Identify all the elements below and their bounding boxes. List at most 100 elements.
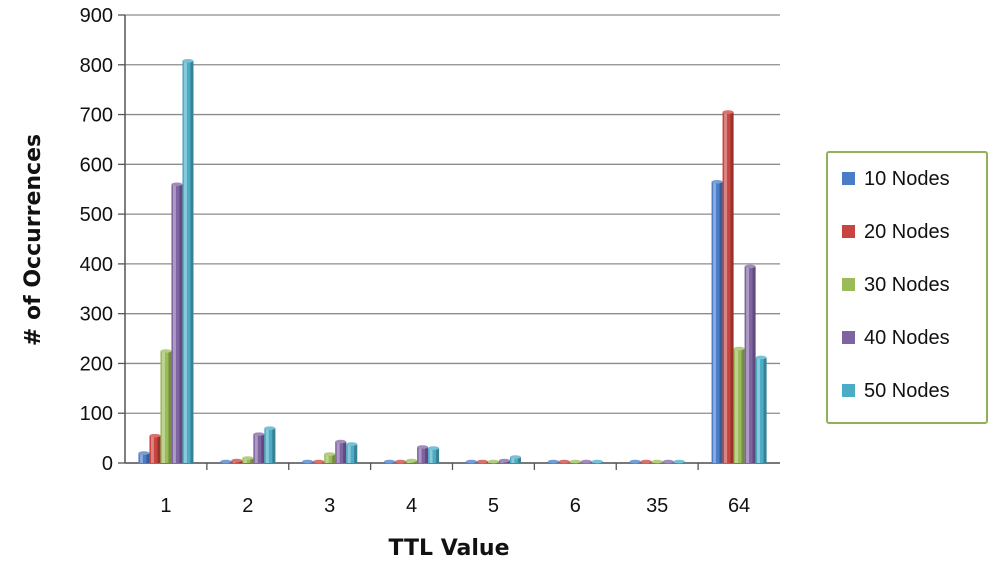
x-tick-label: 35 (646, 495, 668, 517)
axes (124, 15, 780, 470)
bar-cap (182, 58, 194, 63)
y-tick-label: 300 (80, 304, 113, 326)
y-axis-title: # of Occurrences (21, 134, 46, 346)
bar-highlight (150, 435, 154, 463)
y-tick-label: 800 (80, 55, 113, 77)
bar-highlight (347, 444, 351, 463)
bar-cap (722, 110, 734, 114)
bar-cap (558, 459, 570, 464)
bar-highlight (746, 266, 750, 463)
x-tick-label: 2 (242, 495, 253, 517)
bar-cap (640, 459, 652, 464)
legend: 10 Nodes 20 Nodes 30 Nodes 40 Nodes 50 Nodes (826, 151, 988, 424)
bar-cap (406, 458, 418, 463)
bar-cap (253, 432, 265, 436)
gridlines (118, 14, 780, 464)
bar (182, 60, 194, 463)
bar (733, 348, 745, 463)
bars (138, 58, 767, 464)
bar (722, 112, 734, 464)
bar-cap (465, 459, 477, 464)
bar (428, 448, 440, 463)
bar-shade (741, 348, 745, 463)
bar-shade (506, 460, 510, 463)
bar-cap (711, 179, 723, 184)
bar-cap (673, 459, 685, 464)
bar (346, 444, 358, 463)
bar-cap (733, 346, 745, 351)
bar-shade (343, 441, 347, 463)
x-tick-labels: 1 2 3 4 5 6 35 64 (160, 495, 750, 517)
bar-cap (755, 355, 767, 360)
bar-cap (487, 459, 499, 464)
bar-shade (332, 454, 336, 463)
bar (171, 184, 183, 463)
bar-shade (436, 448, 440, 463)
bar-cap (384, 459, 396, 464)
bar-shade (261, 434, 265, 463)
bar-cap (651, 459, 663, 464)
y-tick-label: 100 (80, 403, 113, 425)
bar-shade (250, 458, 254, 463)
bar-cap (264, 426, 276, 430)
bar-cap (395, 459, 407, 464)
bar-cap (569, 459, 581, 464)
bar-cap (591, 459, 603, 464)
bar-cap (428, 446, 440, 450)
x-tick-label: 4 (406, 495, 417, 517)
x-tick-label: 1 (160, 495, 171, 517)
legend-swatch (842, 331, 855, 344)
x-tick-label: 64 (728, 495, 750, 517)
bar-shade (719, 181, 723, 463)
x-tick-label: 6 (570, 495, 581, 517)
bar-shade (752, 266, 756, 463)
bar-shade (425, 447, 429, 463)
legend-label: 10 Nodes (864, 168, 950, 190)
bar-cap (744, 264, 756, 269)
bar-highlight (243, 458, 247, 463)
bar-highlight (511, 457, 515, 463)
bar-highlight (418, 447, 422, 463)
x-tick-label: 3 (324, 495, 335, 517)
legend-swatch (842, 225, 855, 238)
bar-shade (239, 460, 243, 463)
bar-shade (517, 457, 521, 463)
bar (264, 428, 276, 463)
legend-box (826, 151, 988, 424)
bar (335, 441, 347, 463)
bar-highlight (172, 184, 176, 463)
bar-shade (272, 428, 276, 463)
bar (242, 458, 254, 463)
bar (417, 447, 429, 463)
bar-highlight (254, 434, 258, 463)
bar-cap (220, 459, 232, 464)
bar (755, 357, 767, 463)
bar-shade (730, 112, 734, 464)
bar-shade (190, 60, 194, 463)
bar-cap (509, 455, 521, 459)
bar-shade (168, 351, 172, 463)
bar (253, 434, 265, 463)
bar (138, 453, 150, 463)
x-tick-label: 5 (488, 495, 499, 517)
bar-highlight (724, 112, 728, 464)
bar-shade (414, 460, 418, 463)
bar-highlight (265, 428, 269, 463)
bar-highlight (161, 351, 165, 463)
bar-highlight (713, 181, 717, 463)
bar-highlight (139, 453, 143, 463)
bar-cap (313, 459, 325, 464)
bar-cap (324, 452, 336, 456)
y-tick-label: 400 (80, 254, 113, 276)
bar-cap (629, 459, 641, 464)
bar-cap (476, 459, 488, 464)
legend-swatch (842, 278, 855, 291)
y-tick-label: 600 (80, 154, 113, 176)
x-axis-title: TTL Value (389, 536, 510, 561)
bar-shade (157, 435, 161, 463)
bar-cap (242, 456, 254, 460)
bar-cap (138, 451, 150, 455)
y-tick-label: 700 (80, 105, 113, 127)
bar-shade (179, 184, 183, 463)
